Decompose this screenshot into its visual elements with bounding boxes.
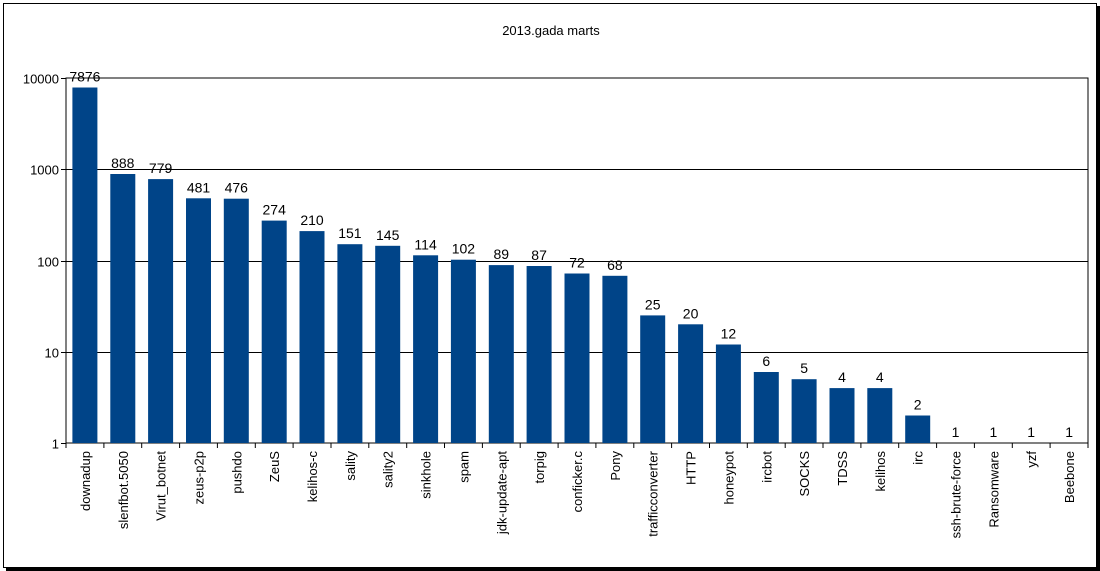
- y-axis: 1 10 100 1000 10000: [23, 72, 66, 452]
- x-tick-label: slenfbot.5050: [116, 451, 131, 529]
- bar: [905, 415, 931, 443]
- data-label: 274: [263, 202, 287, 218]
- x-axis: downadup slenfbot.5050 Virut_botnet zeus-p2…: [65, 443, 1089, 538]
- x-tick-label: sality: [343, 451, 358, 481]
- data-label: 151: [338, 225, 362, 241]
- x-tick-label: ZeuS: [267, 451, 282, 482]
- data-label: 25: [645, 296, 661, 312]
- x-tick-label: Ransomware: [986, 451, 1001, 528]
- bar: [261, 220, 287, 443]
- data-label: 476: [225, 180, 249, 196]
- x-tick-label: pushdo: [229, 451, 244, 494]
- bar: [375, 245, 401, 443]
- data-label: 1: [990, 424, 998, 440]
- data-label: 12: [721, 326, 737, 342]
- x-tick-label: Beebone: [1062, 451, 1077, 503]
- data-label: 4: [838, 369, 846, 385]
- data-label: 72: [569, 255, 585, 271]
- x-tick-label: trafficconverter: [646, 450, 661, 536]
- bar: [602, 275, 628, 443]
- x-tick-label: zeus-p2p: [192, 451, 207, 504]
- bar: [526, 266, 552, 443]
- data-label: 20: [683, 305, 699, 321]
- data-label: 481: [187, 179, 211, 195]
- x-tick-label: irc: [911, 451, 926, 465]
- x-tick-label: sality2: [381, 451, 396, 488]
- bar: [337, 244, 363, 443]
- bar: [413, 255, 439, 443]
- x-tick-label: kelihos-c: [305, 451, 320, 503]
- x-tick-label: spam: [456, 451, 471, 483]
- x-tick-label: honeypot: [721, 451, 736, 505]
- bar: [564, 273, 590, 443]
- x-tick-label: yzf: [1024, 451, 1039, 468]
- bar: [148, 179, 174, 443]
- bar: [299, 231, 325, 443]
- x-tick-label: conficker.c: [570, 451, 585, 513]
- bar: [829, 388, 855, 443]
- x-tick-label: torpig: [532, 451, 547, 484]
- bar: [640, 315, 666, 443]
- data-label: 1: [952, 424, 960, 440]
- data-label: 87: [531, 247, 547, 263]
- data-label: 888: [111, 155, 135, 171]
- x-tick-label: kelihos: [873, 451, 888, 492]
- y-tick-label: 10: [45, 346, 59, 361]
- bar: [488, 265, 514, 443]
- y-tick-label: 1: [52, 437, 59, 452]
- data-label: 2: [914, 397, 922, 413]
- bars: [72, 87, 931, 443]
- data-label: 6: [762, 353, 770, 369]
- data-label: 5: [800, 360, 808, 376]
- x-tick-label: TDSS: [835, 451, 850, 486]
- bar: [110, 174, 136, 443]
- data-label: 102: [452, 241, 476, 257]
- x-tick-label: downadup: [78, 451, 93, 511]
- chart-title: 2013.gada marts: [502, 23, 600, 38]
- data-label: 1: [1065, 424, 1073, 440]
- data-label: 68: [607, 257, 623, 273]
- data-label: 210: [300, 212, 324, 228]
- x-tick-label: ircbot: [759, 451, 774, 483]
- y-tick-label: 10000: [23, 72, 59, 87]
- bar: [223, 198, 249, 443]
- data-label: 145: [376, 227, 400, 243]
- bar: [186, 198, 211, 443]
- bar: [791, 379, 817, 443]
- data-label: 7876: [69, 69, 100, 85]
- bar: [678, 324, 704, 443]
- x-tick-label: HTTP: [684, 451, 699, 485]
- bar: [753, 372, 779, 443]
- x-tick-label: jdk-update-apt: [494, 451, 509, 535]
- bar: [715, 344, 741, 443]
- y-tick-label: 1000: [30, 163, 59, 178]
- x-tick-label: ssh-brute-force: [949, 451, 964, 538]
- x-tick-label: Virut_botnet: [154, 451, 169, 521]
- bar: [867, 388, 893, 443]
- x-tick-label: Pony: [608, 451, 623, 481]
- data-label: 1: [1027, 424, 1035, 440]
- bar: [450, 259, 476, 443]
- data-label: 114: [414, 236, 437, 252]
- bar: [72, 87, 98, 443]
- x-tick-label: SOCKS: [797, 451, 812, 497]
- data-label: 4: [876, 369, 884, 385]
- x-tick-label: sinkhole: [419, 451, 434, 499]
- data-label: 89: [494, 246, 510, 262]
- y-tick-label: 100: [37, 255, 59, 270]
- data-label: 779: [149, 160, 173, 176]
